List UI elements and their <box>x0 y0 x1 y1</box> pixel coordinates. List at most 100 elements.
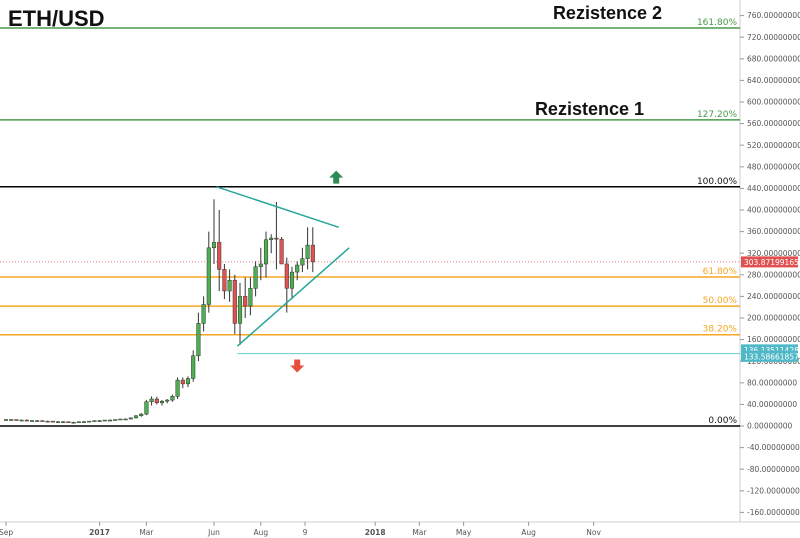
x-tick-label: Mar <box>412 528 427 537</box>
candle-body <box>263 239 269 265</box>
price-badge-label: 303.87199165 <box>744 258 799 267</box>
candle-body <box>113 419 118 421</box>
fib-level-label: 50.00% <box>703 296 738 306</box>
candle-body <box>118 418 123 421</box>
arrow-down-icon <box>290 359 305 373</box>
candle-body <box>154 398 159 404</box>
candle-body <box>35 420 40 422</box>
y-tick-label: 560.00000000 <box>747 119 800 128</box>
fib-level-label: 127.20% <box>697 110 737 120</box>
fib-level-label: 61.80% <box>703 267 738 277</box>
candle-body <box>295 264 300 273</box>
candle-body <box>222 269 227 292</box>
candle-body <box>165 399 170 402</box>
y-tick-label: 240.00000000 <box>747 292 800 301</box>
resistance-label: Rezistence 1 <box>535 99 644 119</box>
candle-body <box>243 296 248 307</box>
candle-body <box>237 296 243 324</box>
y-tick-label: -40.00000000 <box>747 443 800 452</box>
y-tick-label: 680.00000000 <box>747 54 800 63</box>
candle-body <box>149 398 154 402</box>
candle-body <box>81 421 87 423</box>
candle-body <box>217 242 222 270</box>
y-tick-label: 80.00000000 <box>747 378 797 387</box>
x-tick-label: Mar <box>139 528 154 537</box>
x-tick-label: 9 <box>303 528 308 537</box>
candle-body <box>128 417 133 420</box>
candle-body <box>175 379 180 397</box>
y-tick-label: -80.00000000 <box>747 465 800 474</box>
price-badge <box>741 344 798 356</box>
candle-body <box>55 421 61 423</box>
price-badge-label: 133.58661857 <box>744 352 799 361</box>
arrow-up-icon <box>329 170 344 184</box>
y-tick-label: 360.00000000 <box>747 227 800 236</box>
candle-body <box>107 419 113 422</box>
candle-body <box>289 271 295 289</box>
grid-layer <box>0 0 800 523</box>
candle-body <box>133 415 139 419</box>
candle-body <box>274 237 279 240</box>
y-tick-label: 520.00000000 <box>747 141 800 150</box>
price-badge <box>741 350 798 362</box>
candle-body <box>139 413 144 416</box>
candle-body <box>24 419 29 422</box>
candle-body <box>253 266 258 289</box>
candle-body <box>45 420 50 423</box>
candle-body <box>191 355 196 379</box>
y-tick-label: 200.00000000 <box>747 314 800 323</box>
candle-body <box>248 288 253 307</box>
candle-body <box>170 396 175 401</box>
price-badge <box>741 256 798 268</box>
fib-level-label: 38.20% <box>703 325 738 335</box>
candle-body <box>29 420 35 422</box>
x-tick-label: 2018 <box>365 528 386 537</box>
candle-body <box>269 237 274 240</box>
y-tick-label: 40.00000000 <box>747 400 797 409</box>
candle-body <box>196 323 201 357</box>
candle-body <box>123 418 128 421</box>
triangle-trendline <box>216 186 340 228</box>
candles <box>3 199 315 424</box>
y-tick-label: 320.00000000 <box>747 249 800 258</box>
x-tick-label: Aug <box>253 528 268 537</box>
y-tick-label: -160.00000000 <box>747 508 800 517</box>
x-tick-label: Nov <box>586 528 601 537</box>
candle-body <box>87 420 92 423</box>
candle-body <box>19 419 24 422</box>
y-tick-label: 480.00000000 <box>747 162 800 171</box>
candle-body <box>258 263 263 267</box>
candle-body <box>159 400 165 404</box>
chart-title: ETH/USD <box>8 6 105 31</box>
y-tick-label: 440.00000000 <box>747 184 800 193</box>
y-tick-label: 400.00000000 <box>747 206 800 215</box>
y-tick-label: 640.00000000 <box>747 76 800 85</box>
y-tick-label: 760.00000000 <box>747 11 800 20</box>
candle-body <box>206 247 211 305</box>
candle-body <box>279 238 284 265</box>
x-tick-label: May <box>456 528 472 537</box>
resistance-label: Rezistence 2 <box>553 3 662 23</box>
candle-body <box>144 401 149 415</box>
triangle-trendline <box>236 247 350 347</box>
candle-body <box>97 420 102 422</box>
fib-level-label: 100.00% <box>697 177 737 187</box>
fib-levels: 161.80% 127.20% 100.00% 61.80% 50.00% 38.20% 0… <box>0 18 740 427</box>
candle-body <box>180 379 185 385</box>
candle-body <box>201 304 206 324</box>
y-tick-label: -120.00000000 <box>747 486 800 495</box>
y-tick-label: 0.00000000 <box>747 422 793 431</box>
y-tick-label: 720.00000000 <box>747 33 800 42</box>
candle-body <box>3 419 9 421</box>
y-tick-label: 160.00000000 <box>747 335 800 344</box>
candle-body <box>284 263 289 289</box>
trendlines <box>216 186 350 347</box>
x-tick-label: Aug <box>521 528 536 537</box>
candle-body <box>305 244 310 259</box>
candle-body <box>14 419 19 421</box>
x-tick-label: Jun <box>207 528 220 537</box>
candle-body <box>232 279 237 324</box>
candle-body <box>9 419 14 421</box>
